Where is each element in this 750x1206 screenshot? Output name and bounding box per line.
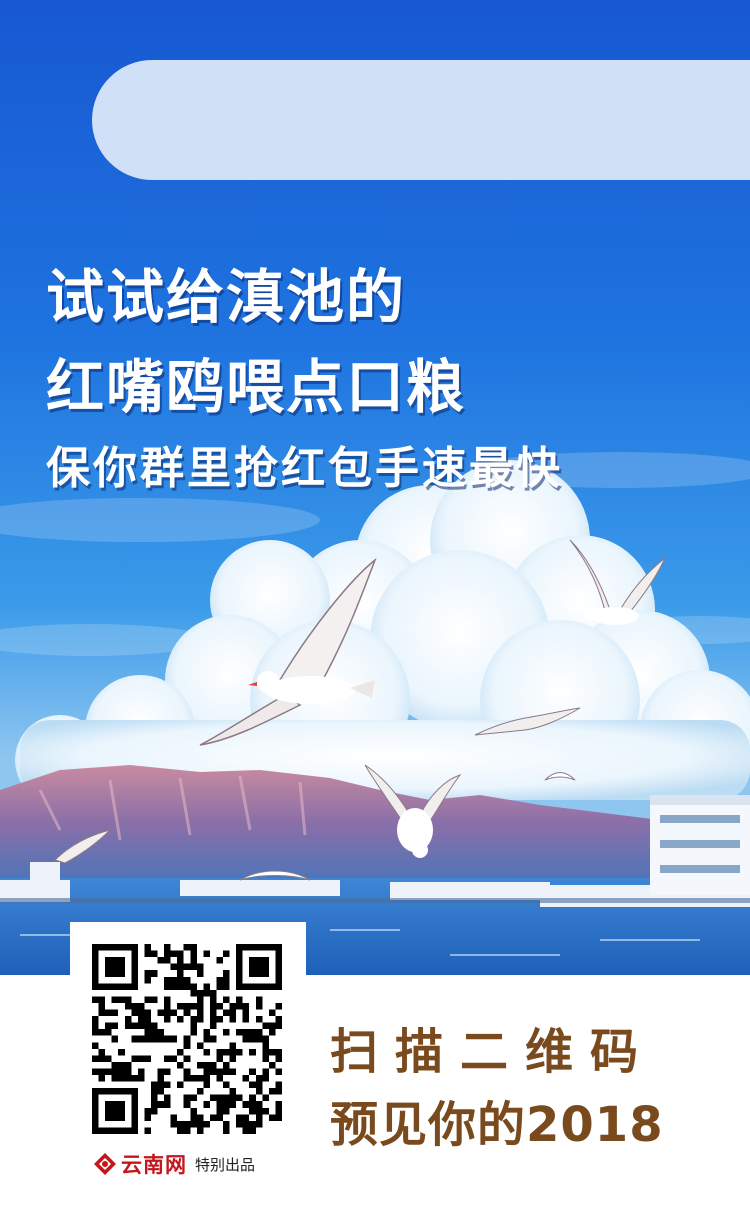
seagull-right: [569, 539, 666, 625]
headline-line3: 保你群里抢红包手速最快: [46, 443, 563, 494]
seagull-left: [54, 829, 112, 864]
pier-rail: [0, 898, 750, 903]
brand-tagline: 特别出品: [195, 1155, 256, 1174]
brand-name: 云南网: [121, 1152, 187, 1177]
yunnan-net-logo-icon: [94, 1153, 116, 1175]
header-banner: [92, 60, 750, 180]
headline-line1: 试试给滇池的: [46, 263, 407, 331]
mountain-range: [0, 765, 750, 880]
headline-line2: 红嘴鸥喂点口粮: [46, 353, 467, 421]
ferry-building: [650, 795, 750, 895]
seagull-center: [364, 764, 462, 858]
cta-line2: 预见你的2018: [330, 1097, 664, 1153]
seagull-far: [544, 772, 576, 781]
seagull-main: [199, 557, 377, 746]
cta-line1: 扫描二维码: [330, 1024, 656, 1080]
qr-code[interactable]: [92, 944, 282, 1134]
seagull-mid: [474, 707, 581, 736]
brand-footer: 云南网 特别出品: [92, 1150, 255, 1178]
seagull-low: [239, 870, 311, 881]
